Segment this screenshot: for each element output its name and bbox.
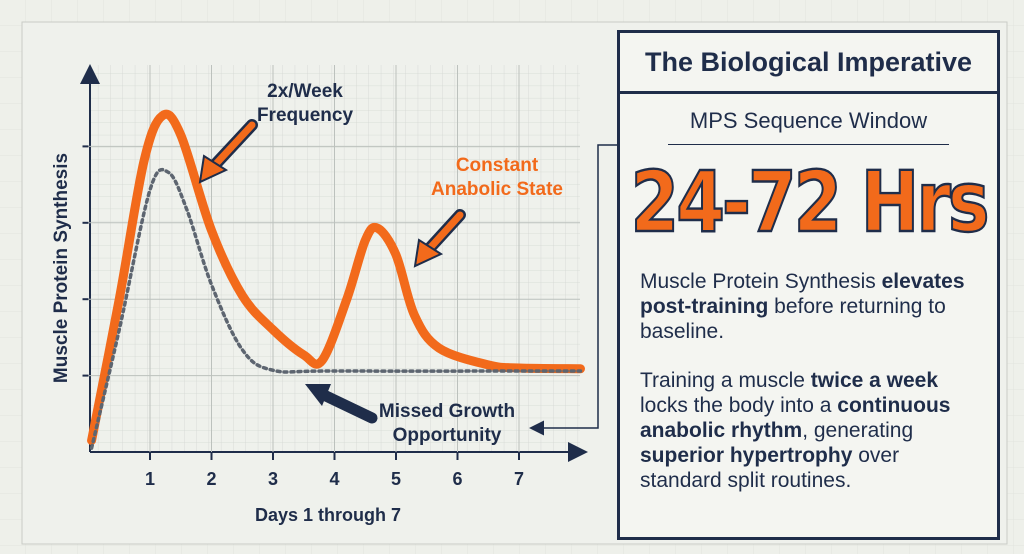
- panel-subtitle: MPS Sequence Window: [689, 108, 928, 133]
- info-panel: The Biological Imperative MPS Sequence W…: [617, 30, 1000, 540]
- arrow: [426, 211, 464, 252]
- panel-title: The Biological Imperative: [620, 33, 997, 94]
- text-run: continuous anabolic rhythm: [640, 394, 951, 442]
- annotation: Constant Anabolic State: [431, 155, 563, 200]
- x-tick-label: 7: [514, 469, 524, 489]
- text-run: , generating: [802, 419, 914, 442]
- x-tick-label: 2: [206, 469, 216, 489]
- annotation: Missed Growth Opportunity: [379, 401, 515, 446]
- x-tick-label: 5: [391, 469, 401, 489]
- x-tick-label: 6: [452, 469, 462, 489]
- x-tick-label: 4: [329, 469, 339, 489]
- divider: [668, 144, 949, 145]
- text-run: before returning to baseline.: [640, 295, 946, 343]
- arrow-head: [413, 238, 444, 268]
- x-axis-label: Days 1 through 7: [255, 505, 401, 525]
- y-axis-label: Muscle Protein Synthesis: [51, 153, 72, 383]
- text-run: Muscle Protein Synthesis: [640, 270, 882, 293]
- text-run: superior hypertrophy: [640, 444, 853, 467]
- connector: [529, 144, 617, 436]
- paragraph: Muscle Protein Synthesis elevates post-t…: [640, 269, 979, 344]
- series-line: [87, 109, 585, 446]
- arrow-head: [198, 154, 229, 184]
- text-run: Training a muscle: [640, 369, 811, 392]
- x-tick-label: 1: [145, 469, 155, 489]
- text-run: over standard split routines.: [640, 444, 900, 492]
- text-run: twice a week: [810, 369, 939, 392]
- annotation: 2x/Week Frequency: [257, 81, 354, 126]
- arrow: [320, 390, 378, 424]
- series-line: [89, 167, 583, 450]
- headline: 24-72 Hrs: [629, 152, 990, 253]
- paragraph: Training a muscle twice a week locks the…: [640, 368, 979, 493]
- arrow: [210, 121, 256, 170]
- x-tick-label: 3: [268, 469, 278, 489]
- arrow-head: [305, 384, 331, 406]
- text-run: locks the body into a: [640, 394, 838, 417]
- text-run: elevates post-training: [640, 270, 965, 318]
